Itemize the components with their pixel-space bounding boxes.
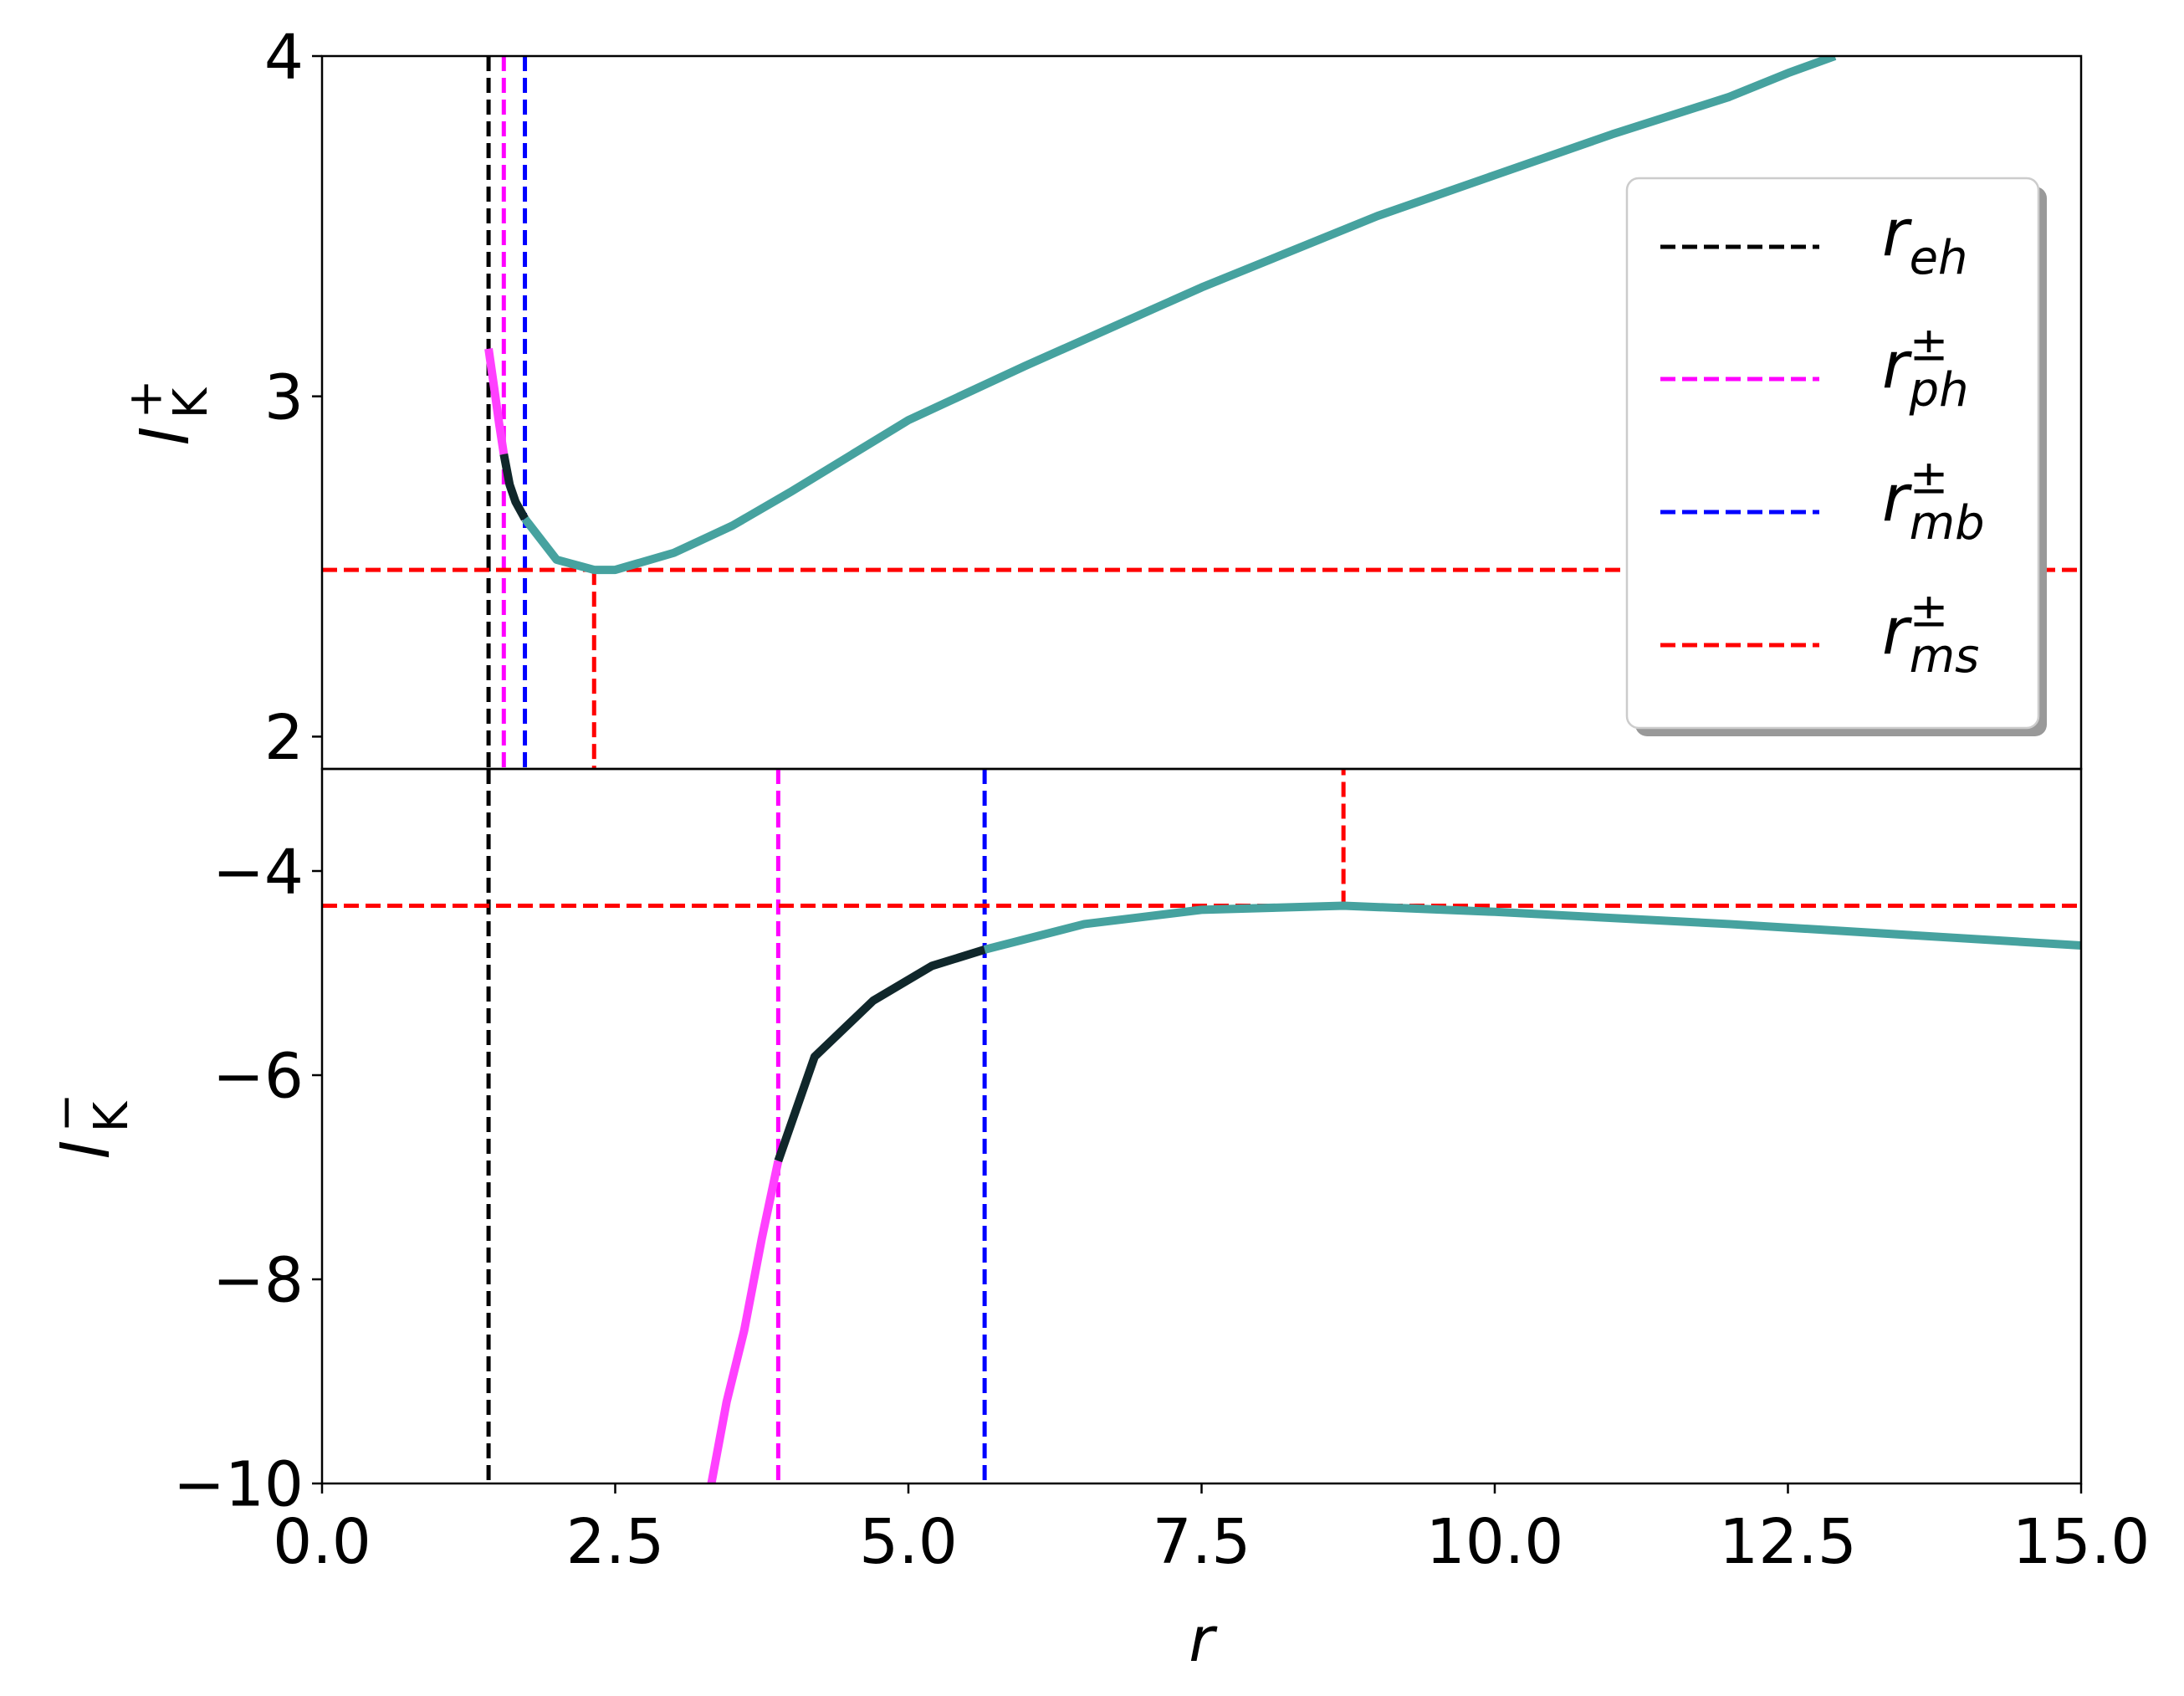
x-tick-label: 5.0 <box>859 1506 958 1578</box>
label-sub: mb <box>1910 496 1985 551</box>
label-sup: ± <box>1910 450 1949 505</box>
label-sub: eh <box>1910 231 1968 285</box>
label-sup: ± <box>1910 317 1949 371</box>
x-tick-label: 10.0 <box>1426 1506 1564 1578</box>
label-sub: ms <box>1910 629 1980 684</box>
y-tick-label: −8 <box>212 1245 304 1317</box>
y-tick-label: −10 <box>173 1449 304 1521</box>
x-tick-label: 2.5 <box>566 1506 665 1578</box>
curve <box>521 56 1837 575</box>
y-axis-label: lK+ <box>118 379 217 446</box>
x-axis-label: r <box>1189 1604 1218 1676</box>
axes-frame <box>320 767 2083 1485</box>
curve <box>484 348 509 455</box>
label-base: r <box>1882 196 1912 271</box>
label-base: r <box>1882 594 1912 669</box>
curve <box>983 901 2081 954</box>
label-base: r <box>1882 328 1912 403</box>
x-tick-label: 7.5 <box>1153 1506 1251 1578</box>
label-sup: + <box>118 379 172 418</box>
label-base: l <box>129 428 204 446</box>
x-tick-label: 12.5 <box>1719 1506 1857 1578</box>
y-tick-label: 2 <box>264 702 304 774</box>
label-base: r <box>1882 461 1912 536</box>
label-sub: K <box>84 1100 139 1132</box>
y-axis-label: lK− <box>38 1093 138 1160</box>
label-sub: ph <box>1909 363 1969 418</box>
x-tick-label: 15.0 <box>2013 1506 2151 1578</box>
label-base: l <box>49 1141 125 1160</box>
label-sup: ± <box>1910 583 1949 638</box>
curve <box>774 945 986 1163</box>
y-tick-label: −6 <box>212 1041 304 1113</box>
plot-area <box>322 769 2081 1483</box>
legend <box>1625 177 2040 730</box>
y-tick-label: 4 <box>264 22 304 94</box>
curve <box>707 1160 783 1483</box>
label-sub: K <box>164 387 218 418</box>
x-tick-label: 0.0 <box>273 1506 371 1578</box>
label-sup: − <box>38 1093 93 1132</box>
curve <box>499 453 529 521</box>
y-tick-label: 3 <box>264 361 304 433</box>
y-tick-label: −4 <box>212 837 304 909</box>
